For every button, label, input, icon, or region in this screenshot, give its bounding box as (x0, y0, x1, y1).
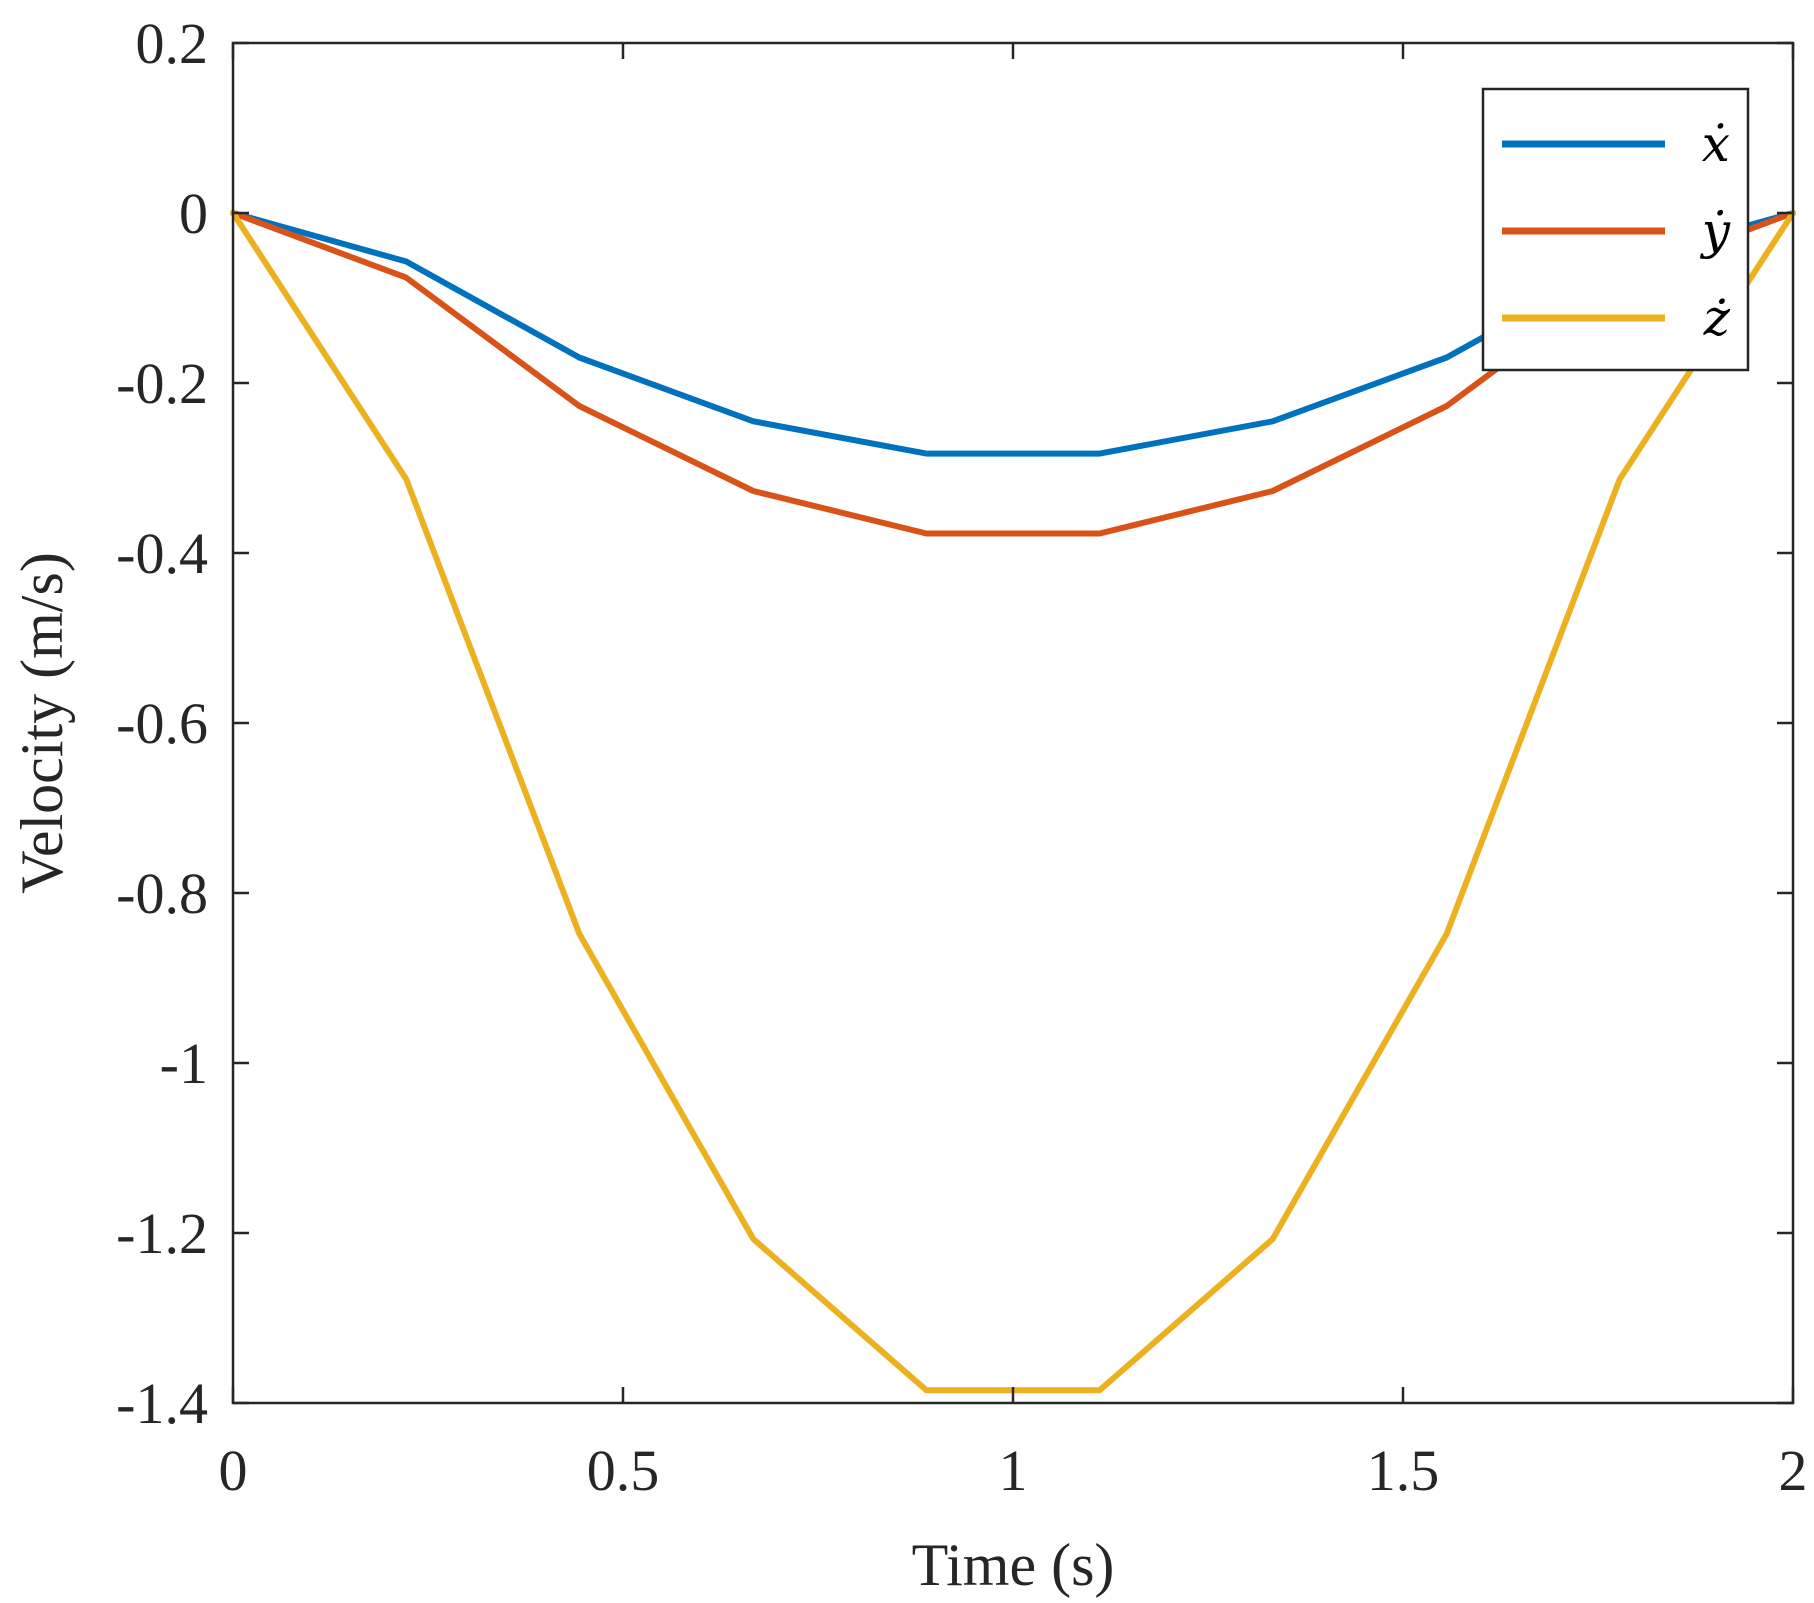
x-tick-label: 1 (999, 1438, 1028, 1503)
y-tick-label: -0.8 (116, 861, 208, 926)
legend: ẋẏż (1481, 87, 1750, 372)
tick-label-layer: 0 0.5 1 1.5 2 0.2 0 -0.2 -0.4 -0.6 -0.8 -1 -1.2 -1.4 (116, 11, 1807, 1503)
y-tick-label: 0 (179, 181, 208, 246)
y-tick-label: 0.2 (136, 11, 209, 76)
y-tick-label: -1.4 (116, 1371, 208, 1436)
legend-label-1: ẋ (1702, 115, 1730, 173)
x-tick-label: 0.5 (587, 1438, 660, 1503)
y-tick-label: -0.4 (116, 521, 208, 586)
tick-layer (231, 41, 1795, 1405)
x-tick-label: 1.5 (1367, 1438, 1440, 1503)
x-tick-label: 2 (1779, 1438, 1808, 1503)
legend-label-2: ẏ (1700, 202, 1731, 260)
x-axis-title: Time (s) (912, 1532, 1115, 1598)
x-tick-label: 0 (219, 1438, 248, 1503)
y-tick-label: -1 (160, 1031, 208, 1096)
y-axis-title: Velocity (m/s) (9, 552, 75, 894)
y-tick-label: -0.6 (116, 691, 208, 756)
y-tick-label: -0.2 (116, 351, 208, 416)
y-tick-label: -1.2 (116, 1201, 208, 1266)
legend-label-3: ż (1703, 289, 1731, 347)
